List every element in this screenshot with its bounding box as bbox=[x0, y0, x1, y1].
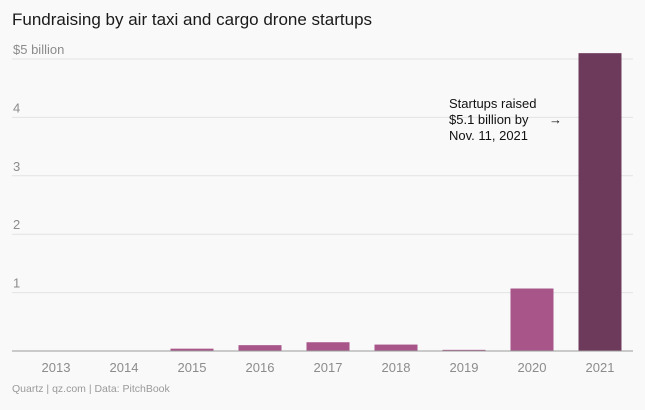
x-tick-label: 2013 bbox=[42, 360, 71, 375]
bar-2017 bbox=[306, 342, 350, 351]
x-tick-label: 2017 bbox=[314, 360, 343, 375]
bar-2020 bbox=[510, 288, 554, 351]
annotation-text: Nov. 11, 2021 bbox=[449, 128, 528, 143]
grid-lines bbox=[12, 58, 633, 294]
x-tick-label: 2016 bbox=[246, 360, 275, 375]
y-tick-label: 3 bbox=[13, 159, 20, 174]
y-axis-labels: 1 2 3 4 $5 billion bbox=[13, 42, 64, 291]
x-tick-label: 2021 bbox=[586, 360, 615, 375]
annotation-text: Startups raised bbox=[449, 96, 536, 111]
bars bbox=[170, 53, 622, 351]
y-tick-label: 4 bbox=[13, 100, 20, 115]
x-axis-labels: 2013 2014 2015 2016 2017 2018 2019 2020 2021 bbox=[42, 360, 615, 375]
annotation-arrow-icon: → bbox=[549, 112, 562, 127]
bar-2016 bbox=[238, 345, 282, 351]
chart-title: Fundraising by air taxi and cargo drone … bbox=[12, 10, 373, 29]
x-tick-label: 2020 bbox=[518, 360, 547, 375]
source-note: Quartz | qz.com | Data: PitchBook bbox=[12, 383, 170, 395]
x-tick-label: 2015 bbox=[178, 360, 207, 375]
x-tick-label: 2014 bbox=[110, 360, 139, 375]
bar-2015 bbox=[170, 348, 214, 351]
bar-2019 bbox=[442, 349, 486, 351]
bar-2018 bbox=[374, 344, 418, 351]
x-tick-label: 2019 bbox=[450, 360, 479, 375]
bar-2021 bbox=[578, 53, 622, 351]
y-tick-label: 1 bbox=[13, 276, 20, 291]
x-tick-label: 2018 bbox=[382, 360, 411, 375]
y-tick-label: 2 bbox=[13, 217, 20, 232]
y-tick-label: $5 billion bbox=[13, 42, 64, 57]
annotation-text: $5.1 billion by bbox=[449, 112, 529, 127]
